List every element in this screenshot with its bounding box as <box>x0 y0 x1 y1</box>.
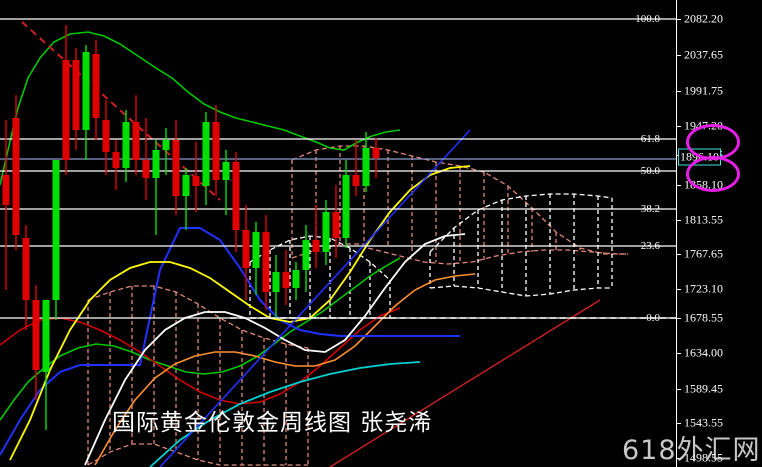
ma-line-white <box>84 233 466 466</box>
ma-line-orange <box>94 273 476 466</box>
candle <box>282 272 290 288</box>
candle <box>102 120 110 152</box>
axis-tick-mark <box>676 185 681 186</box>
candle <box>252 232 260 268</box>
chart-title: 国际黄金伦敦金周线图 张尧浠 <box>112 410 433 436</box>
axis-tick-mark <box>676 126 681 127</box>
axis-tick-mark <box>676 55 681 56</box>
axis-tick-label-1634-00: 1634.00 <box>684 345 723 360</box>
candle <box>92 54 100 118</box>
axis-tick-mark <box>676 19 681 20</box>
axis-tick-mark <box>676 458 681 459</box>
axis-tick-mark <box>676 254 681 255</box>
candle <box>112 152 120 168</box>
candle <box>12 118 20 235</box>
axis-tick-label-2037-65: 2037.65 <box>684 47 723 62</box>
price-plot-area[interactable] <box>0 0 676 467</box>
axis-tick-mark <box>676 353 681 354</box>
candle <box>362 148 370 186</box>
axis-tick-mark <box>676 423 681 424</box>
candle <box>332 212 340 238</box>
axis-tick-label-1678-55: 1678.55 <box>684 310 723 325</box>
price-axis: 2082.202037.651991.751947.201902.651858.… <box>676 0 762 467</box>
ellipse-61-8 <box>686 124 740 160</box>
candle <box>162 140 170 150</box>
candle <box>72 60 80 130</box>
candle <box>262 232 270 292</box>
axis-tick-label-1498-55: 1498.55 <box>684 450 723 465</box>
axis-tick-label-1813-55: 1813.55 <box>684 212 723 227</box>
ascending-trendline-red <box>329 299 601 467</box>
ma-line-red <box>0 307 401 405</box>
candle <box>222 162 230 180</box>
ma-line-yellow <box>9 165 471 461</box>
candlestick-series <box>2 25 380 430</box>
candle <box>142 160 150 178</box>
fib-label-38-2: 38.2 <box>640 203 660 215</box>
axis-tick-mark <box>676 91 681 92</box>
plot-svg <box>0 18 676 467</box>
fib-label-61-8: 61.8 <box>640 133 660 145</box>
bollinger-upper-band <box>0 31 401 186</box>
candle <box>152 150 160 178</box>
axis-tick-label-1723-10: 1723.10 <box>684 281 723 296</box>
ma-line-blue <box>0 227 460 456</box>
candle <box>32 300 40 370</box>
candle <box>342 175 350 238</box>
candle <box>42 300 50 372</box>
ellipse-50-0 <box>686 156 740 192</box>
candle <box>272 272 280 292</box>
site-watermark: 618外汇网 <box>622 435 761 466</box>
ascending-trendline-blue <box>159 129 471 467</box>
candle <box>52 160 60 300</box>
fib-label-100-0: 100.0 <box>635 13 660 25</box>
candle <box>22 238 30 300</box>
candle <box>2 175 10 205</box>
candle <box>122 122 130 168</box>
candle <box>352 175 360 186</box>
candle <box>322 212 330 252</box>
axis-tick-mark <box>676 389 681 390</box>
ichimoku-cloud-left <box>87 285 309 466</box>
candle <box>212 122 220 180</box>
axis-tick-mark <box>676 318 681 319</box>
axis-tick-label-2082-20: 2082.20 <box>684 11 723 26</box>
axis-tick-label-1991-75: 1991.75 <box>684 83 723 98</box>
candle <box>132 122 140 160</box>
axis-tick-label-1589-45: 1589.45 <box>684 381 723 396</box>
candle <box>242 230 250 268</box>
candle <box>172 140 180 196</box>
candle <box>62 60 70 160</box>
descending-trendline <box>21 21 221 201</box>
candle <box>372 148 380 158</box>
axis-vertical-line <box>676 0 677 467</box>
bollinger-lower-band <box>0 257 401 421</box>
candle <box>192 176 200 186</box>
fib-label-50-0: 50.0 <box>640 165 660 177</box>
axis-tick-label-1543-55: 1543.55 <box>684 415 723 430</box>
candle <box>302 240 310 270</box>
candle <box>232 162 240 230</box>
candle <box>182 175 190 196</box>
candle <box>292 270 300 288</box>
candle <box>82 52 90 130</box>
fib-label-0-0: 0.0 <box>646 312 660 324</box>
axis-tick-label-1767-65: 1767.65 <box>684 246 723 261</box>
candle <box>312 240 320 252</box>
axis-tick-mark <box>676 220 681 221</box>
fib-label-23-6: 23.6 <box>640 240 660 252</box>
axis-tick-mark <box>676 289 681 290</box>
candle <box>202 122 210 186</box>
